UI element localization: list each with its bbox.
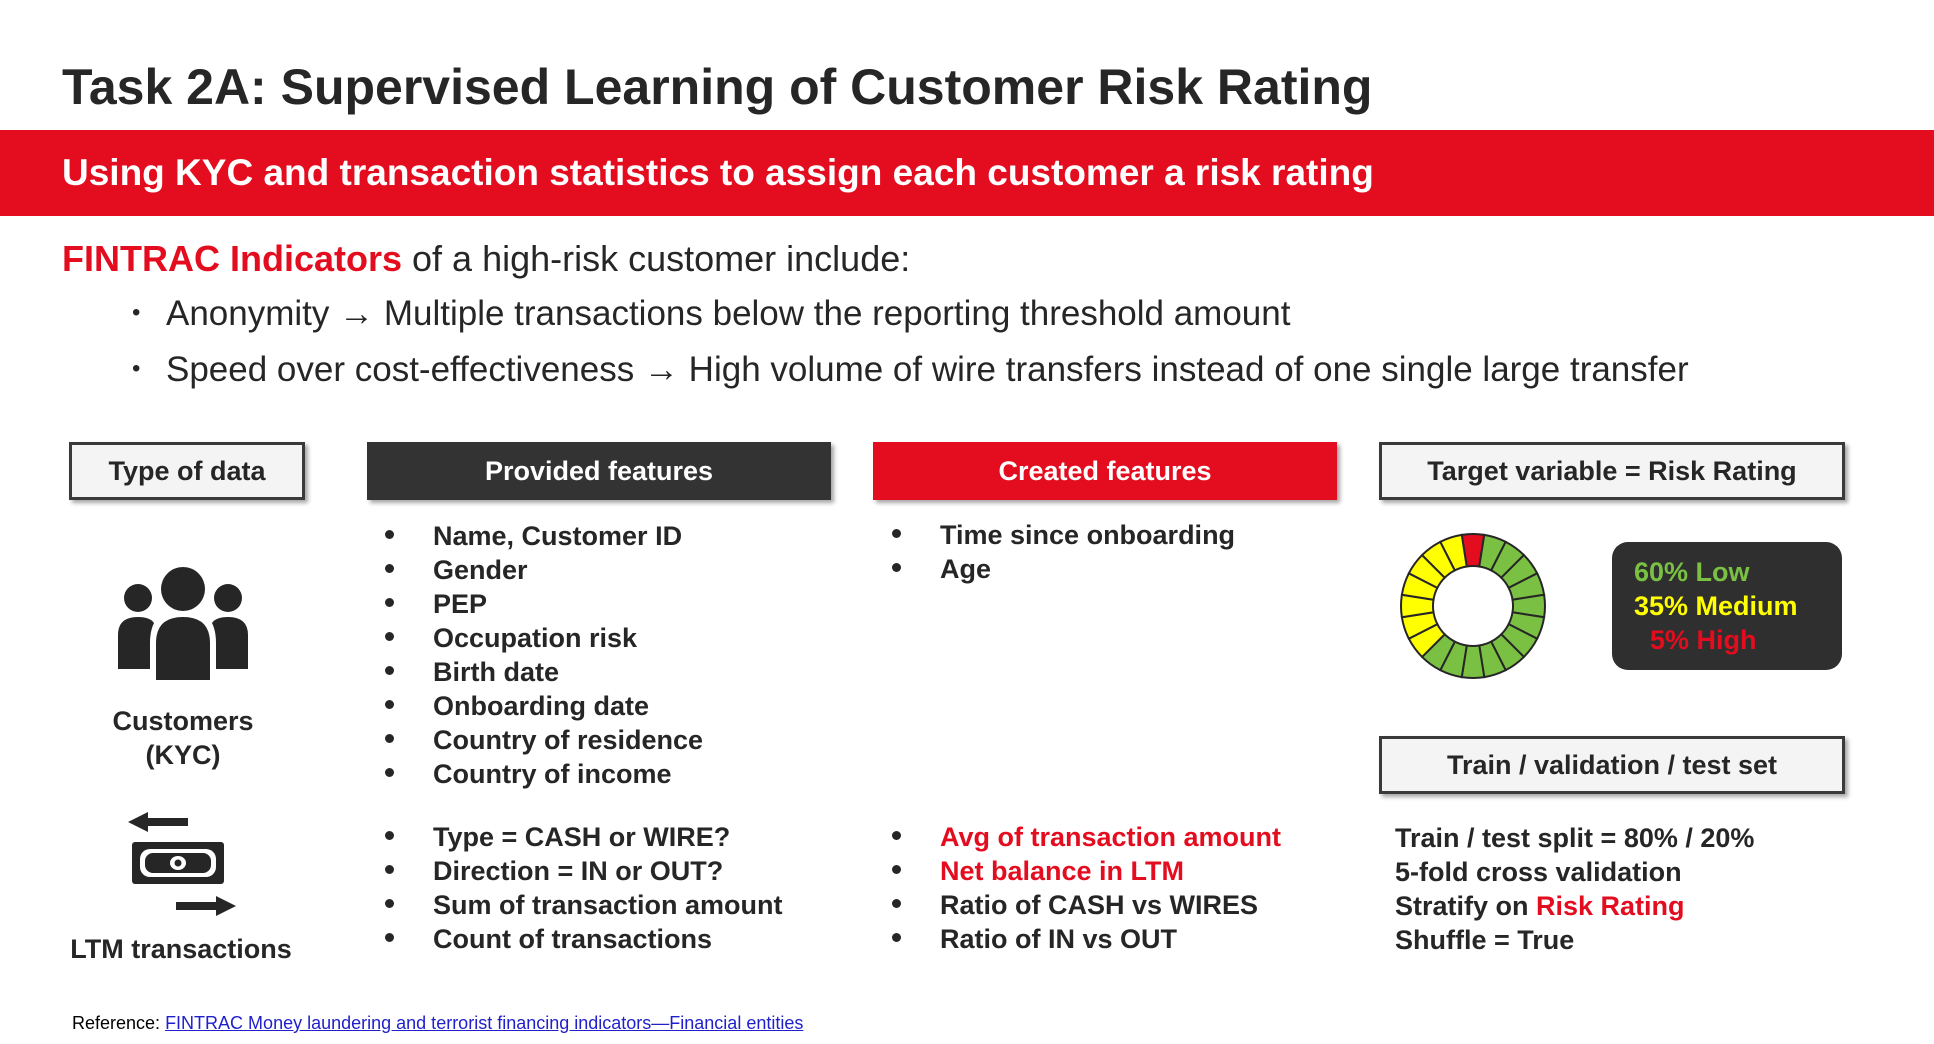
intro-highlight: FINTRAC Indicators <box>62 238 403 279</box>
cross-validation: 5-fold cross validation <box>1395 857 1682 887</box>
indicator-bullet: • Anonymity → Multiple transactions below… <box>132 294 1291 333</box>
donut-segment-medium <box>1438 533 1468 572</box>
feature-item: Avg of transaction amount <box>888 820 1281 854</box>
feature-item: Count of transactions <box>381 922 783 956</box>
stratify-line: Stratify on Risk Rating <box>1395 889 1754 923</box>
transactions-label: LTM transactions <box>70 934 292 964</box>
split-ratio: Train / test split = 80% / 20% <box>1395 823 1755 853</box>
legend-low: 60% Low <box>1634 557 1750 587</box>
feature-item: Occupation risk <box>381 621 703 655</box>
customers-label: Customers (KYC) <box>78 704 288 772</box>
intro-rest: of a high-risk customer include: <box>402 238 911 279</box>
created-features-header: Created features <box>873 442 1337 500</box>
feature-item: PEP <box>381 587 703 621</box>
subtitle-banner: Using KYC and transaction statistics to … <box>0 130 1934 216</box>
provided-kyc-list: Name, Customer ID Gender PEP Occupation ris… <box>381 519 703 791</box>
feature-item: Ratio of CASH vs WIRES <box>888 888 1281 922</box>
money-transfer-icon <box>128 812 236 916</box>
target-variable-header: Target variable = Risk Rating <box>1379 442 1845 500</box>
feature-item: Type = CASH or WIRE? <box>381 820 783 854</box>
intro-line: FINTRAC Indicators of a high-risk custom… <box>62 238 910 280</box>
reference-prefix: Reference: <box>72 1013 166 1033</box>
feature-item: Country of residence <box>381 723 703 757</box>
feature-item: Age <box>888 552 1235 586</box>
customers-label-line: Customers <box>112 706 254 736</box>
feature-item: Birth date <box>381 655 703 689</box>
provided-features-header: Provided features <box>367 442 831 500</box>
indicator-bullet: • Speed over cost-effectiveness → High vo… <box>132 350 1689 389</box>
feature-item: Sum of transaction amount <box>381 888 783 922</box>
reference: Reference: FINTRAC Money laundering and … <box>72 1013 803 1034</box>
type-of-data-header: Type of data <box>69 442 305 500</box>
provided-tx-list: Type = CASH or WIRE? Direction = IN or OU… <box>381 820 783 956</box>
feature-item: Time since onboarding <box>888 518 1235 552</box>
feature-item: Net balance in LTM <box>888 854 1281 888</box>
legend-medium: 35% Medium <box>1634 591 1798 621</box>
created-kyc-list: Time since onboarding Age <box>888 518 1235 586</box>
feature-item: Name, Customer ID <box>381 519 703 553</box>
shuffle-line: Shuffle = True <box>1395 925 1575 955</box>
risk-rating-donut <box>1400 533 1546 679</box>
page-title: Task 2A: Supervised Learning of Customer… <box>62 59 1373 115</box>
stratify-target: Risk Rating <box>1536 891 1685 921</box>
risk-legend: 60% Low 35% Medium 5% High <box>1612 542 1842 670</box>
indicator-text: Anonymity → Multiple transactions below … <box>166 294 1291 333</box>
feature-item: Onboarding date <box>381 689 703 723</box>
feature-item: Country of income <box>381 757 703 791</box>
reference-link[interactable]: FINTRAC Money laundering and terrorist f… <box>165 1013 804 1033</box>
created-tx-list: Avg of transaction amount Net balance in … <box>888 820 1281 956</box>
train-split-header: Train / validation / test set <box>1379 736 1845 794</box>
feature-item: Gender <box>381 553 703 587</box>
stratify-prefix: Stratify on <box>1395 891 1537 921</box>
feature-item: Ratio of IN vs OUT <box>888 922 1281 956</box>
split-details: Train / test split = 80% / 20% 5-fold cr… <box>1395 821 1754 957</box>
feature-item: Direction = IN or OUT? <box>381 854 783 888</box>
banner-text: Using KYC and transaction statistics to … <box>62 152 1374 193</box>
legend-high: 5% High <box>1650 625 1757 655</box>
indicator-text: Speed over cost-effectiveness → High vol… <box>166 350 1689 389</box>
people-group-icon <box>118 567 248 680</box>
customers-label-line: (KYC) <box>145 740 221 770</box>
